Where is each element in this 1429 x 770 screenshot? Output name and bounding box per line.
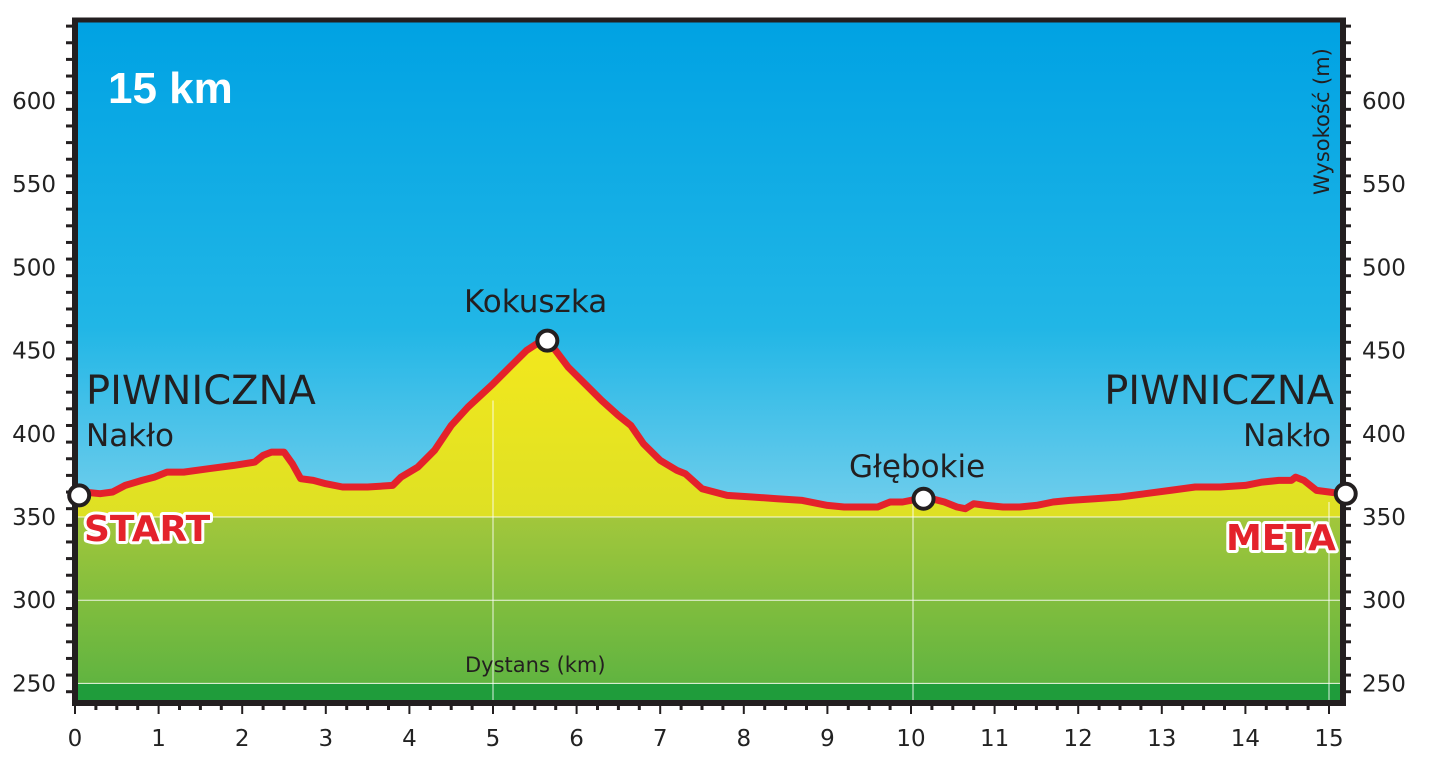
waypoint-marker-3 xyxy=(1333,481,1358,506)
x-tick-label: 0 xyxy=(68,726,83,752)
y-tick-label-left: 250 xyxy=(12,671,56,697)
y-tick-label-right: 300 xyxy=(1362,588,1406,614)
ground-strip xyxy=(76,684,1342,700)
x-tick-label: 10 xyxy=(896,726,925,752)
y-tick-label-left: 350 xyxy=(12,505,56,531)
waypoint-markers xyxy=(67,328,1358,511)
left-town-label: PIWNICZNA xyxy=(86,368,316,414)
y-tick-label-left: 300 xyxy=(12,588,56,614)
x-tick-label: 9 xyxy=(820,726,835,752)
right-town-label: PIWNICZNA xyxy=(1104,368,1334,414)
x-tick-label: 7 xyxy=(653,726,668,752)
y-tick-label-right: 500 xyxy=(1362,255,1406,281)
y-tick-label-right: 250 xyxy=(1362,671,1406,697)
y-tick-label-right: 450 xyxy=(1362,339,1406,365)
x-tick-label: 15 xyxy=(1314,726,1343,752)
y-tick-label-right: 350 xyxy=(1362,505,1406,531)
x-tick-label: 13 xyxy=(1147,726,1176,752)
elevation-line xyxy=(71,337,1345,513)
chart-frame xyxy=(72,17,1346,706)
x-tick-label: 8 xyxy=(736,726,751,752)
y-tick-label-left: 400 xyxy=(12,422,56,448)
start-label: START xyxy=(84,509,211,550)
waypoint-marker-2 xyxy=(911,486,936,511)
x-tick-label: 1 xyxy=(151,726,166,752)
y-axis-title: Wysokość (m) xyxy=(1310,48,1334,195)
right-place-label: Nakło xyxy=(1243,418,1331,454)
waypoint-marker-0 xyxy=(67,483,92,508)
y-tick-label-right: 400 xyxy=(1362,422,1406,448)
grid-lines xyxy=(76,400,1342,700)
left-place-label: Nakło xyxy=(86,418,174,454)
y-tick-label-right: 550 xyxy=(1362,172,1406,198)
y-tick-label-left: 600 xyxy=(12,89,56,115)
x-tick-label: 14 xyxy=(1231,726,1260,752)
x-tick-label: 3 xyxy=(318,726,333,752)
y-tick-label-left: 450 xyxy=(12,339,56,365)
finish-label: META xyxy=(1226,518,1336,559)
y-tick-label-left: 550 xyxy=(12,172,56,198)
x-tick-label: 12 xyxy=(1064,726,1093,752)
y-tick-label-right: 600 xyxy=(1362,89,1406,115)
x-tick-label: 5 xyxy=(486,726,501,752)
x-tick-label: 2 xyxy=(235,726,250,752)
midpoint-label: Głębokie xyxy=(849,449,985,485)
waypoint-marker-1 xyxy=(535,328,560,353)
x-axis-title: Dystans (km) xyxy=(465,653,606,677)
x-tick-label: 6 xyxy=(569,726,584,752)
peak-label: Kokuszka xyxy=(464,284,607,320)
ground-band xyxy=(76,517,1342,700)
x-tick-label: 11 xyxy=(980,726,1009,752)
y-tick-label-left: 500 xyxy=(12,255,56,281)
chart-title: 15 km xyxy=(108,64,233,113)
x-tick-label: 4 xyxy=(402,726,417,752)
